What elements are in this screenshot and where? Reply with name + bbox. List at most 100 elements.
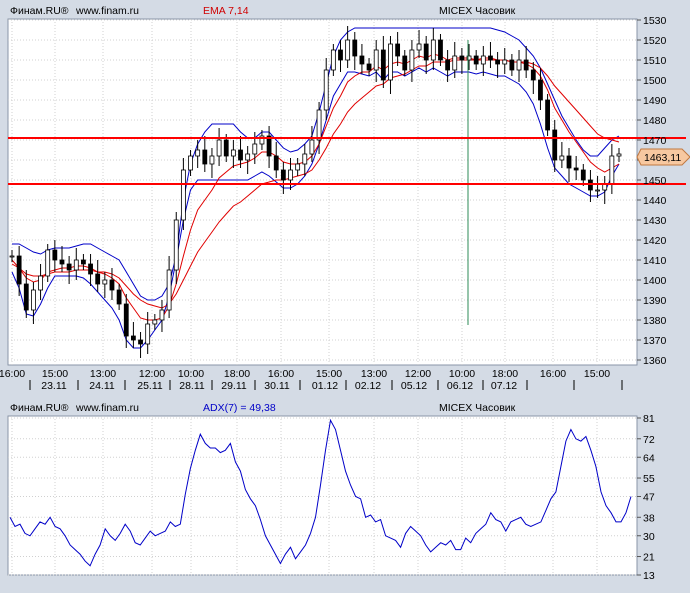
adx-tick-label: 13 <box>643 570 655 582</box>
price-tick-label: 1470 <box>643 135 667 147</box>
price-tick-label: 1420 <box>643 235 667 247</box>
candle-body <box>230 149 236 157</box>
site-label: www.finam.ru <box>75 5 139 17</box>
candle-body <box>388 43 393 81</box>
candle-body <box>102 279 108 285</box>
candle-body <box>423 43 429 61</box>
candle-body <box>95 273 101 285</box>
candle-body <box>330 49 336 71</box>
candle-body <box>466 55 472 61</box>
candle-body <box>473 55 479 65</box>
candle-body <box>280 169 286 181</box>
candle-body <box>66 263 72 271</box>
price-tick-label: 1410 <box>643 255 667 267</box>
time-label: 16:00 <box>0 368 25 380</box>
candle-body <box>81 259 86 265</box>
price-tick-label: 1510 <box>643 55 667 67</box>
candle-body <box>395 43 401 57</box>
candle-body <box>273 155 279 171</box>
time-label: 16:00 <box>268 368 294 380</box>
candle-body <box>316 109 322 141</box>
candle-body <box>238 149 243 161</box>
support-resistance-lines[interactable] <box>8 137 686 185</box>
adx-tick-label: 30 <box>643 531 655 543</box>
candle-body <box>188 155 193 171</box>
candle-body <box>416 43 422 51</box>
adx-tick-label: 21 <box>643 552 655 564</box>
candle-body <box>52 249 58 261</box>
adx-tick-label: 81 <box>643 413 655 425</box>
current-price-tag <box>636 148 690 166</box>
candle-body <box>559 155 565 161</box>
time-axis: 16:00 15:00 13:00 12:00 10:00 18:00 16:00 15:00… <box>0 368 623 392</box>
candle-body <box>509 59 515 71</box>
price-tick-label: 1450 <box>643 175 667 187</box>
candle-body <box>166 269 172 311</box>
date-label: 01.12 <box>312 380 338 392</box>
adx-tick-label: 38 <box>643 512 655 524</box>
candle-body <box>209 155 215 165</box>
candle-body <box>373 49 379 71</box>
time-label: 15:00 <box>316 368 342 380</box>
candle-body <box>616 153 622 157</box>
candle-body <box>445 59 451 71</box>
candle-body <box>138 339 143 345</box>
candle-body <box>266 135 272 157</box>
time-label: 13:00 <box>361 368 387 380</box>
candle-body <box>59 259 65 265</box>
upper-band <box>12 27 620 301</box>
brand-label: Финам.RU® <box>10 402 69 414</box>
candle-body <box>31 289 36 311</box>
adx-path <box>9 418 632 567</box>
price-tick-label: 1500 <box>643 75 667 87</box>
candle-body <box>23 283 29 311</box>
candle-body <box>145 323 151 345</box>
candle-body <box>380 49 386 81</box>
candle-body <box>580 169 586 181</box>
candle-body <box>545 99 550 131</box>
adx-indicator-label: ADX(7) = 49,38 <box>203 402 276 414</box>
adx-plot-area <box>7 415 638 576</box>
price-tick-label: 1490 <box>643 95 667 107</box>
candle-body <box>195 149 201 157</box>
candle-body <box>452 55 458 71</box>
candle-body <box>9 255 15 258</box>
adx-tick-label: 64 <box>643 452 655 464</box>
adx-grid <box>8 416 637 576</box>
candle-body <box>288 169 293 181</box>
time-label: 18:00 <box>224 368 250 380</box>
candle-body <box>402 55 408 71</box>
bottom-header: Финам.RU® www.finam.ru ADX(7) = 49,38 MI… <box>10 402 516 414</box>
candle-body <box>352 39 358 57</box>
price-tick-label: 1440 <box>643 195 667 207</box>
candle-body <box>430 39 436 61</box>
price-tick-label: 1520 <box>643 35 667 47</box>
candle-body <box>245 153 251 161</box>
candle-body <box>530 69 536 81</box>
candle-body <box>16 255 22 285</box>
date-label: 28.11 <box>179 380 205 392</box>
lower-band-path <box>11 67 620 349</box>
candle-body <box>359 55 365 65</box>
time-label: 12:00 <box>139 368 165 380</box>
time-label: 10:00 <box>178 368 204 380</box>
indicator-label: EMA 7,14 <box>203 5 249 17</box>
candle-body <box>323 69 329 111</box>
date-label: 24.11 <box>89 380 115 392</box>
candle-body <box>152 319 158 325</box>
candle-body <box>366 63 372 71</box>
candle-body <box>552 129 558 161</box>
candle-body <box>223 139 229 157</box>
date-label: 29.11 <box>221 380 247 392</box>
time-label: 13:00 <box>90 368 116 380</box>
price-tick-label: 1530 <box>643 15 667 27</box>
candle-body <box>338 49 343 61</box>
current-price-label: 1463,11 <box>644 152 681 164</box>
adx-line <box>9 418 632 567</box>
price-tick-label: 1380 <box>643 315 667 327</box>
candle-body <box>130 335 136 341</box>
adx-axis: 13 21 30 38 47 55 64 72 81 <box>637 413 655 582</box>
adx-tick-label: 55 <box>643 473 655 485</box>
